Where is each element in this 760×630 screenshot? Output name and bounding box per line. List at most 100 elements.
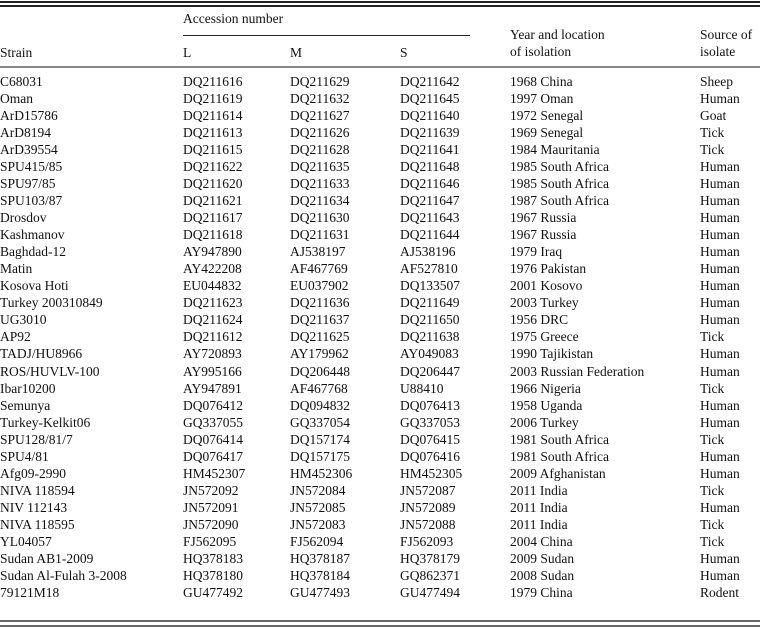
- cell-year-location: 1981 South Africa: [510, 431, 609, 447]
- cell-year-location: 1976 Pakistan: [510, 261, 587, 277]
- cell-strain: ArD15786: [0, 108, 58, 124]
- cell-source: Tick: [700, 533, 725, 549]
- cell-source: Human: [700, 550, 740, 566]
- cell-accession-l: EU044832: [183, 278, 242, 294]
- cell-source: Tick: [700, 125, 725, 141]
- cell-accession-s: DQ211646: [400, 176, 460, 192]
- cell-accession-s: DQ211648: [400, 159, 460, 175]
- cell-strain: SPU103/87: [0, 193, 63, 209]
- cell-source: Human: [700, 397, 740, 413]
- cell-accession-l: HQ378180: [183, 567, 243, 583]
- cell-strain: Matin: [0, 261, 33, 277]
- header-strain: Strain: [0, 45, 33, 60]
- cell-accession-s: DQ211642: [400, 74, 460, 89]
- cell-source: Human: [700, 346, 740, 362]
- cell-year-location: 1975 Greece: [510, 329, 579, 345]
- cell-year-location: 1981 South Africa: [510, 448, 609, 464]
- cell-strain: Turkey-Kelkit06: [0, 414, 91, 430]
- cell-year-location: 2011 India: [510, 499, 568, 515]
- cell-accession-m: DQ211628: [290, 142, 350, 158]
- cell-strain: Sudan Al-Fulah 3-2008: [0, 567, 127, 583]
- cell-accession-m: HQ378184: [290, 567, 350, 583]
- cell-strain: SPU4/81: [0, 448, 49, 464]
- cell-accession-l: DQ211620: [183, 176, 243, 192]
- cell-year-location: 1979 Iraq: [510, 244, 563, 260]
- cell-strain: Baghdad-12: [0, 244, 66, 260]
- cell-strain: Sudan AB1-2009: [0, 550, 94, 566]
- cell-accession-l: DQ211618: [183, 227, 243, 243]
- cell-year-location: 2011 India: [510, 516, 568, 532]
- cell-year-location: 2009 Sudan: [510, 550, 575, 566]
- cell-year-location: 1972 Senegal: [510, 108, 584, 124]
- cell-strain: NIV 112143: [0, 499, 68, 515]
- cell-source: Tick: [700, 431, 725, 447]
- cell-source: Human: [700, 295, 740, 311]
- cell-source: Tick: [700, 482, 725, 498]
- cell-strain: UG3010: [0, 312, 47, 328]
- cell-year-location: 1969 Senegal: [510, 125, 584, 141]
- cell-source: Goat: [700, 108, 727, 124]
- cell-accession-s: AF527810: [400, 261, 458, 277]
- cell-accession-s: DQ211649: [400, 295, 460, 311]
- cell-source: Human: [700, 312, 740, 328]
- top-rule-2: [0, 5, 760, 7]
- cell-source: Human: [700, 414, 740, 430]
- cell-year-location: 2011 India: [510, 482, 568, 498]
- cell-strain: Semunya: [0, 397, 51, 413]
- cell-accession-l: JN572092: [183, 482, 239, 498]
- cell-accession-s: AJ538196: [400, 244, 456, 260]
- cell-source: Human: [700, 193, 740, 209]
- cell-source: Human: [700, 176, 740, 192]
- cell-source: Human: [700, 448, 740, 464]
- cell-accession-m: JN572083: [290, 516, 346, 532]
- cell-accession-m: JN572084: [290, 482, 346, 498]
- cell-accession-l: DQ211619: [183, 91, 243, 107]
- cell-source: Rodent: [700, 584, 739, 600]
- cell-accession-m: DQ211635: [290, 159, 350, 175]
- cell-accession-s: GQ337053: [400, 414, 460, 430]
- cell-accession-m: FJ562094: [290, 533, 344, 549]
- cell-accession-m: DQ211631: [290, 227, 350, 243]
- header-source-2: isolate: [700, 44, 736, 59]
- cell-year-location: 1985 South Africa: [510, 176, 609, 192]
- cell-accession-s: DQ211641: [400, 142, 460, 158]
- cell-accession-l: DQ211615: [183, 142, 243, 158]
- cell-accession-s: GQ862371: [400, 567, 460, 583]
- cell-year-location: 2008 Sudan: [510, 567, 575, 583]
- cell-accession-s: DQ206447: [400, 363, 460, 379]
- cell-accession-l: DQ211614: [183, 108, 243, 124]
- cell-year-location: 1987 South Africa: [510, 193, 609, 209]
- cell-accession-l: HQ378183: [183, 550, 243, 566]
- cell-accession-s: JN572089: [400, 499, 456, 515]
- header-m: M: [290, 45, 303, 60]
- bottom-rule: [0, 620, 760, 622]
- header-accession-number: Accession number: [183, 11, 284, 26]
- cell-year-location: 1985 South Africa: [510, 159, 609, 175]
- cell-strain: TADJ/HU8966: [0, 346, 83, 362]
- cell-accession-l: DQ076412: [183, 397, 243, 413]
- cell-source: Sheep: [700, 74, 733, 89]
- cell-strain: SPU415/85: [0, 159, 63, 175]
- cell-accession-m: DQ211637: [290, 312, 350, 328]
- cell-source: Tick: [700, 380, 725, 396]
- cell-accession-l: DQ211624: [183, 312, 243, 328]
- cell-source: Human: [700, 261, 740, 277]
- cell-accession-l: DQ211613: [183, 125, 243, 141]
- cell-accession-m: JN572085: [290, 499, 346, 515]
- cell-source: Tick: [700, 329, 725, 345]
- cell-accession-s: AY049083: [400, 346, 459, 362]
- cell-strain: Oman: [0, 91, 33, 107]
- cell-accession-m: DQ211636: [290, 295, 350, 311]
- cell-accession-s: DQ211640: [400, 108, 460, 124]
- cell-source: Human: [700, 499, 740, 515]
- cell-accession-m: DQ157175: [290, 448, 350, 464]
- cell-accession-m: HM452306: [290, 465, 353, 481]
- cell-strain: Ibar10200: [0, 380, 56, 396]
- cell-accession-s: HQ378179: [400, 550, 460, 566]
- cell-accession-s: DQ211644: [400, 227, 460, 243]
- cell-strain: ArD39554: [0, 142, 58, 158]
- accession-underline: [183, 35, 470, 36]
- cell-accession-s: GU477494: [400, 584, 460, 600]
- header-l: L: [183, 45, 192, 60]
- cell-accession-l: GQ337055: [183, 414, 243, 430]
